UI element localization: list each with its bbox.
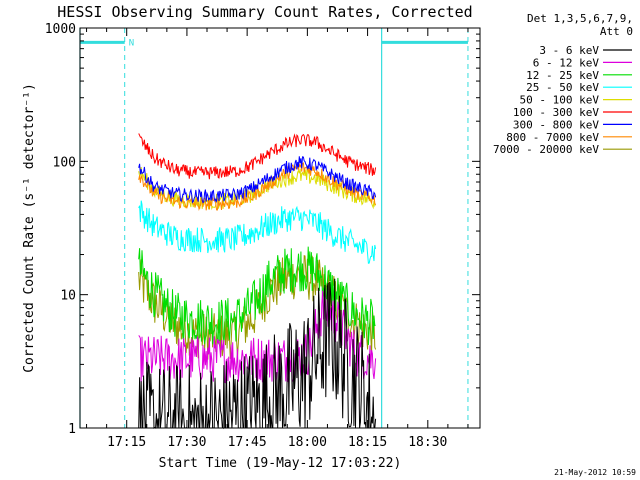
legend-entry-label-7: 800 - 7000 keV [506,131,599,144]
legend-entry-label-2: 12 - 25 keV [526,69,599,82]
legend-entry-label-3: 25 - 50 keV [526,81,599,94]
plot-frame [79,27,481,429]
x-tick-label-4: 18:15 [348,435,387,450]
legend-entry-label-8: 7000 - 20000 keV [493,143,599,156]
x-tick-label-3: 18:00 [288,435,327,450]
legend-entry-label-1: 6 - 12 keV [533,56,600,69]
chart-title: HESSI Observing Summary Count Rates, Cor… [57,3,472,21]
series-line-6 [138,156,377,204]
series-line-2 [138,246,376,346]
series-line-5 [138,133,377,180]
x-tick-label-1: 17:30 [167,435,206,450]
y-axis-label: Corrected Count Rate (s⁻¹ detector⁻¹) [22,83,37,373]
series-line-0 [138,278,377,430]
x-tick-label-2: 17:45 [228,435,267,450]
legend-entry-label-5: 100 - 300 keV [513,106,599,119]
flag-label: N [129,38,134,48]
y-tick-label-2: 100 [53,155,76,170]
x-tick-label-0: 17:15 [107,435,146,450]
legend-entry-label-4: 50 - 100 keV [520,94,600,107]
x-tick-label-5: 18:30 [408,435,447,450]
legend-entry-label-6: 300 - 800 keV [513,118,599,131]
legend-header-0: Det 1,3,5,6,7,9, [527,12,633,25]
y-tick-label-3: 1000 [45,22,76,37]
legend-header-1: Att 0 [600,25,633,38]
legend-entry-label-0: 3 - 6 keV [539,44,599,57]
y-tick-label-0: 1 [68,422,76,437]
axis-layer: 17:15 17:30 17:45 18:00 18:15 18:30 1 10 100 1000 [45,22,480,450]
series-line-3 [138,200,377,264]
y-tick-label-1: 10 [60,289,76,304]
x-axis-label: Start Time (19-May-12 17:03:22) [159,456,402,471]
series-layer [138,133,377,430]
timestamp: 21-May-2012 10:59 [554,468,636,477]
